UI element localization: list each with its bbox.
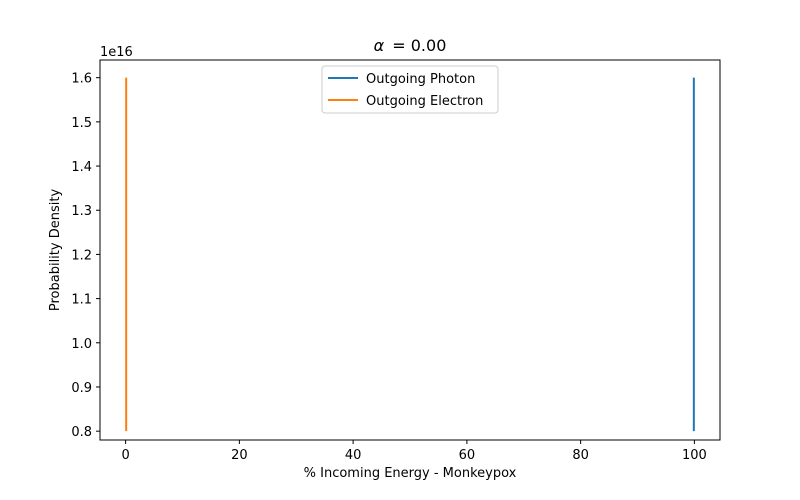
y-axis-ticks: 0.8 0.9 1.0 1.1 1.2 1.3 1.4 1.5 1.6 [71, 72, 100, 440]
legend-label-photon: Outgoing Photon [366, 72, 475, 87]
plot-area [99, 59, 721, 441]
legend-label-electron: Outgoing Electron [366, 94, 483, 109]
x-axis-title: % Incoming Energy - Monkeypox [304, 466, 517, 481]
y-tick-label: 1.0 [71, 337, 92, 352]
x-tick-label: 0 [121, 448, 129, 463]
x-tick-label: 20 [231, 448, 248, 463]
legend: Outgoing Photon Outgoing Electron [321, 65, 499, 114]
x-tick-label: 40 [345, 448, 362, 463]
y-tick-label: 1.6 [71, 72, 92, 87]
chart-title-value: = 0.00 [392, 36, 446, 55]
y-offset-label: 1e16 [100, 45, 133, 60]
chart-title-variable: α [374, 36, 385, 55]
chart-title: α = 0.00 [374, 36, 447, 55]
x-tick-label: 60 [459, 448, 476, 463]
y-tick-label: 1.2 [71, 248, 92, 263]
series-layer [125, 77, 695, 432]
y-tick-label: 1.4 [71, 160, 92, 175]
y-axis-title: Probability Density [48, 189, 63, 312]
x-axis-ticks: 0 20 40 60 80 100 [121, 440, 707, 463]
legend-box [321, 65, 499, 114]
plot-frame [99, 59, 721, 441]
y-tick-label: 1.1 [71, 293, 92, 308]
x-tick-label: 80 [572, 448, 589, 463]
x-tick-label: 100 [682, 448, 707, 463]
y-tick-label: 1.5 [71, 116, 92, 131]
y-tick-label: 1.3 [71, 204, 92, 219]
y-tick-label: 0.8 [71, 425, 92, 440]
y-tick-label: 0.9 [71, 381, 92, 396]
